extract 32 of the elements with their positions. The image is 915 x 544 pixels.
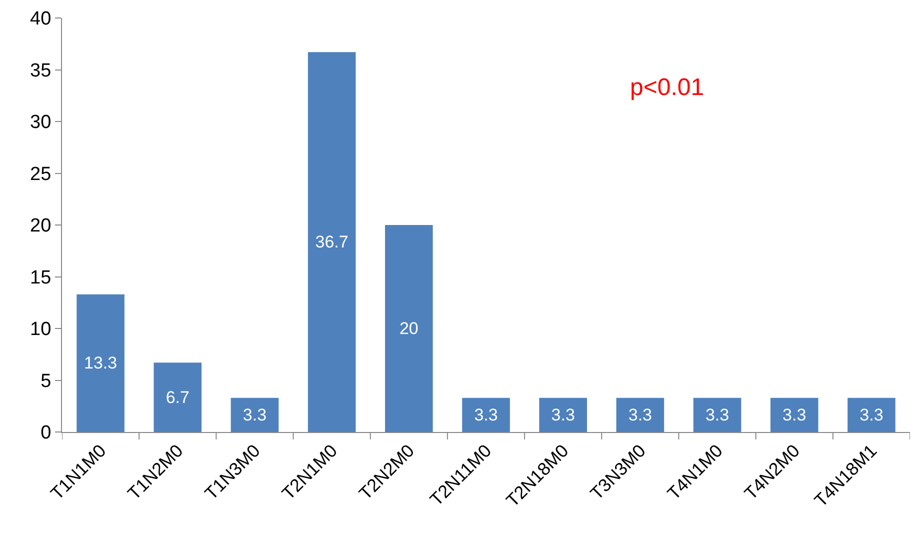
y-tick-label: 0 [40,422,52,444]
bar [230,398,279,432]
y-tick-label: 15 [30,267,52,288]
y-tick-label: 35 [30,60,52,82]
data-label: 36.7 [315,232,348,252]
data-label: 20 [399,319,418,338]
y-tick-label: 20 [30,216,52,237]
bar [385,225,433,432]
bar [154,362,202,432]
data-label: 6.7 [166,388,190,407]
data-label: 3.3 [474,405,498,424]
y-tick-label: 10 [30,319,52,340]
data-label: 3.3 [782,405,806,424]
bar [848,398,896,432]
bar [539,398,587,432]
bar [770,398,818,432]
bar [616,398,664,432]
bar [308,52,356,432]
y-tick-label: 25 [30,164,52,185]
y-tick-label: 30 [30,112,52,134]
y-tick-label: 5 [40,370,52,392]
data-label: 3.3 [242,405,267,424]
bar [76,294,124,432]
data-label: 3.3 [628,405,652,424]
data-label: 13.3 [84,354,118,373]
bar [693,398,742,432]
annotation: p<0.01 [630,74,704,101]
data-label: 3.3 [860,405,884,424]
data-label: 3.3 [705,405,730,424]
y-tick-label: 40 [30,8,52,30]
data-label: 3.3 [551,405,575,424]
bar [462,398,510,432]
